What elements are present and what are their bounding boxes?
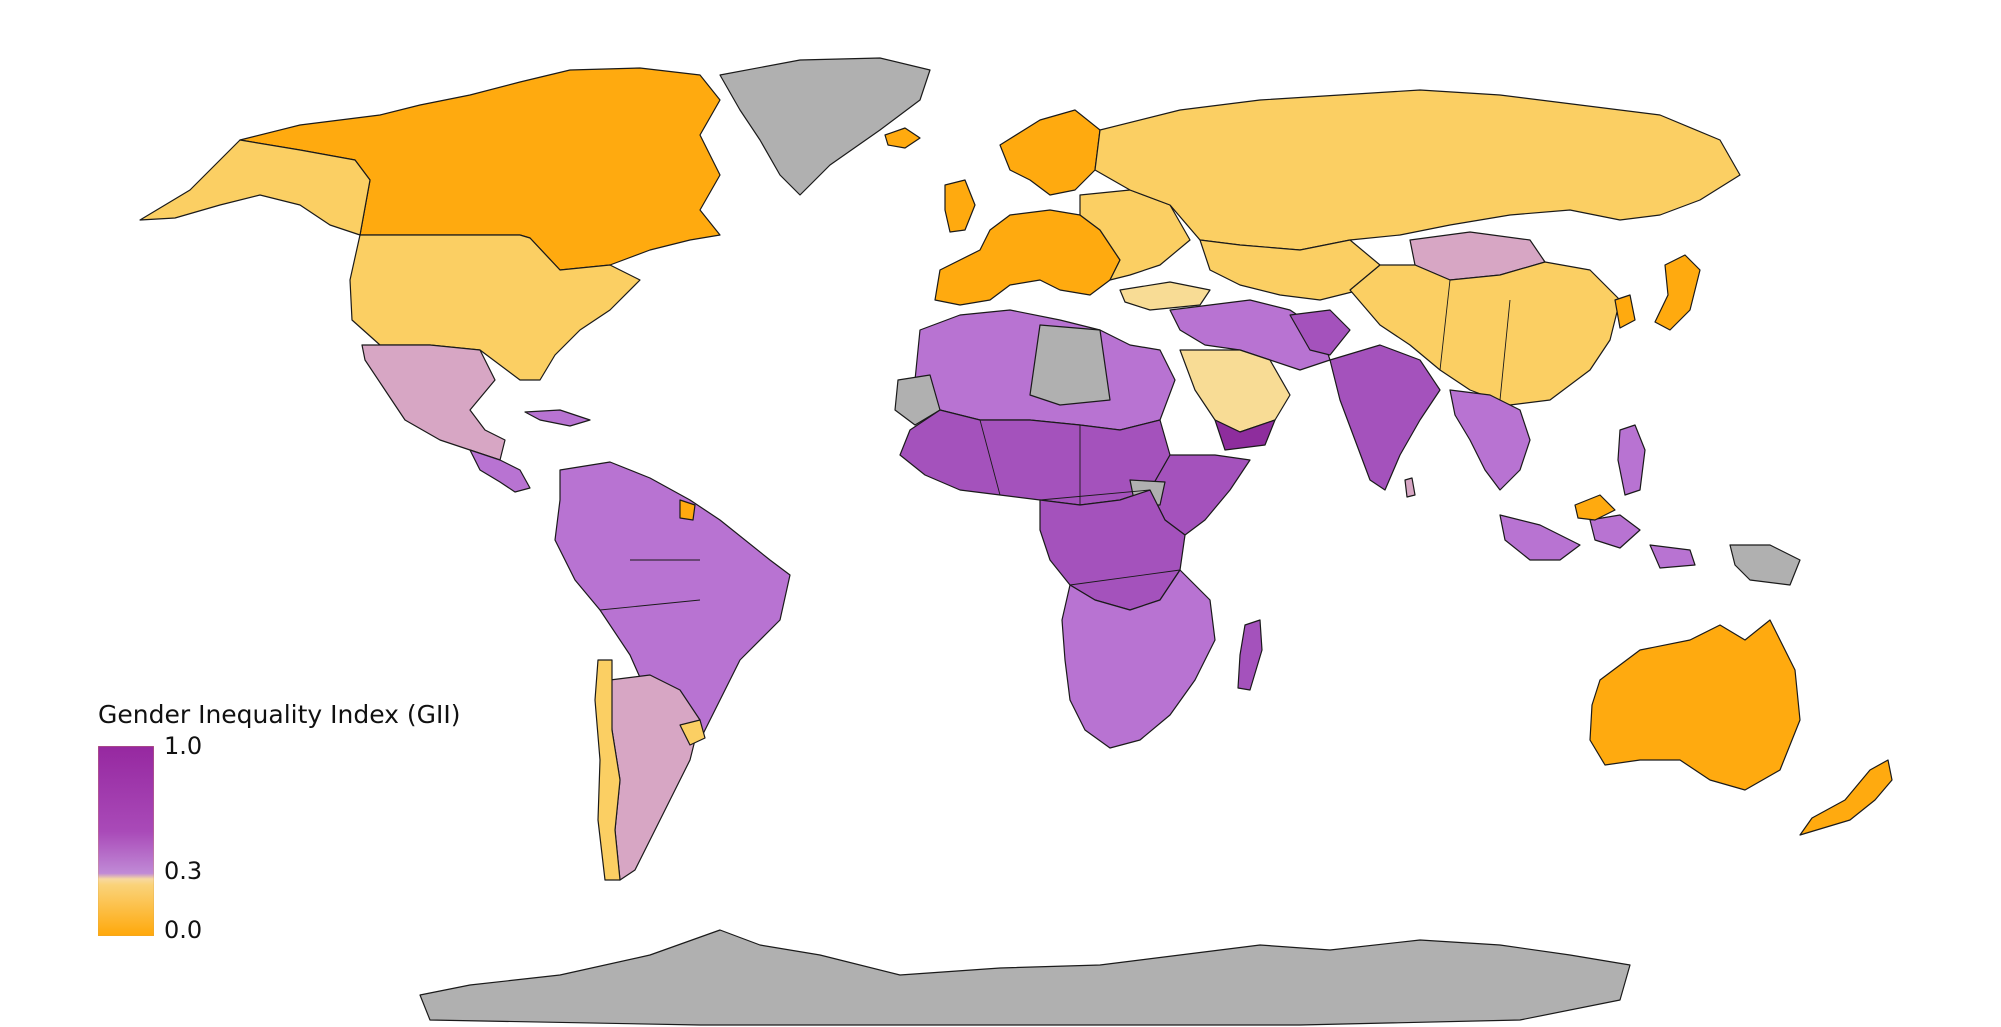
region-india [1329, 344, 1441, 491]
region-madagascar [1237, 619, 1263, 691]
legend-color-bar [98, 746, 154, 936]
legend-tick-mid: 0.3 [164, 857, 203, 885]
region-central-america [469, 449, 531, 493]
legend-tick-high: 1.0 [164, 732, 203, 760]
region-philippines [1617, 424, 1646, 496]
region-southern-africa [1061, 569, 1216, 749]
region-yemen [1214, 419, 1276, 451]
region-uk [944, 179, 976, 233]
region-cuba [524, 409, 591, 427]
legend-title: Gender Inequality Index (GII) [98, 700, 461, 729]
region-russia [1094, 89, 1741, 251]
region-malaysia [1574, 494, 1616, 521]
region-guiana [679, 499, 696, 521]
legend-tick-low: 0.0 [164, 916, 203, 944]
region-southeast-asia [1449, 389, 1531, 491]
region-argentina [609, 674, 701, 881]
region-antarctica [419, 929, 1631, 1026]
region-usa [349, 234, 641, 381]
region-greenland [719, 57, 931, 196]
region-japan [1654, 254, 1701, 331]
region-mexico [361, 344, 506, 461]
region-arabia [1179, 349, 1291, 433]
region-new-zealand [1799, 759, 1893, 836]
region-south-america [554, 461, 791, 746]
region-middle-east [1169, 299, 1331, 371]
region-korea [1614, 294, 1636, 329]
border-lines [360, 204, 1511, 611]
region-scandinavia [999, 109, 1101, 196]
region-indonesia [1499, 514, 1696, 569]
region-uruguay [679, 719, 706, 746]
region-australia [1589, 619, 1801, 791]
region-china [1349, 261, 1621, 406]
legend: Gender Inequality Index (GII) 1.0 0.3 0.… [96, 700, 516, 960]
region-afghanistan [1289, 309, 1351, 356]
region-sri-lanka [1404, 477, 1416, 498]
region-turkey [1119, 281, 1211, 311]
region-iceland [884, 127, 921, 149]
region-papua-new-guinea [1729, 544, 1801, 586]
region-western-sahara [894, 374, 941, 426]
region-libya [1029, 324, 1111, 406]
region-chile [594, 659, 621, 881]
